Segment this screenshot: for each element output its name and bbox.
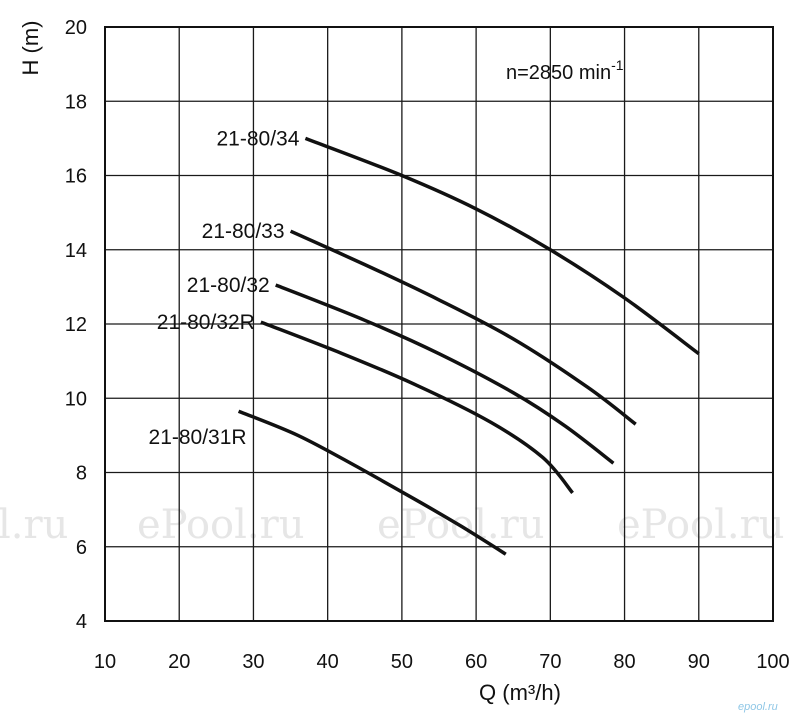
watermark: l.ru xyxy=(0,502,68,548)
series-label: 21-80/32 xyxy=(187,274,270,297)
watermark: ePool.ru xyxy=(617,502,785,548)
x-tick-label: 20 xyxy=(168,651,190,673)
x-tick-label: 10 xyxy=(94,651,116,673)
x-tick-label: 90 xyxy=(688,651,710,673)
series-label: 21-80/34 xyxy=(216,127,299,150)
x-tick-label: 30 xyxy=(242,651,264,673)
x-tick-label: 60 xyxy=(465,651,487,673)
y-tick-label: 4 xyxy=(76,611,87,633)
series-line-0 xyxy=(304,136,700,356)
y-axis-title: H (m) xyxy=(18,21,43,76)
y-tick-label: 8 xyxy=(76,463,87,485)
x-tick-label: 40 xyxy=(317,651,339,673)
series-line-1 xyxy=(289,229,637,426)
series-label: 21-80/31R xyxy=(149,426,247,449)
plot-frame xyxy=(104,26,774,622)
watermark: ePool.ru xyxy=(137,502,305,548)
x-axis-title: Q (m³/h) xyxy=(479,680,561,705)
series-line-2 xyxy=(275,283,615,465)
x-tick-label: 80 xyxy=(613,651,635,673)
x-tick-label: 100 xyxy=(756,651,789,673)
series-line-4 xyxy=(237,409,507,556)
series-labels: 21-80/34 21-80/33 21-80/32 21-80/32R 21-80/3… xyxy=(149,127,300,449)
watermark-layer: l.ru ePool.ru ePool.ru ePool.ru xyxy=(0,502,785,548)
y-tick-label: 6 xyxy=(76,537,87,559)
series-line-3 xyxy=(260,320,574,495)
y-tick-label: 12 xyxy=(65,314,87,336)
x-tick-label: 70 xyxy=(539,651,561,673)
logo: epool.ru xyxy=(738,701,778,713)
speed-annotation-exponent: -1 xyxy=(611,57,624,73)
speed-annotation-main: n=2850 min xyxy=(506,62,611,84)
speed-annotation: n=2850 min-1 xyxy=(506,57,624,84)
y-tick-label: 16 xyxy=(65,166,87,188)
y-tick-label: 14 xyxy=(65,240,87,262)
series xyxy=(237,136,700,556)
y-axis-ticks: 4 6 8 10 12 14 16 18 20 xyxy=(65,17,87,633)
x-axis-ticks: 10 20 30 40 50 60 70 80 90 100 xyxy=(94,651,790,673)
x-tick-label: 50 xyxy=(391,651,413,673)
y-tick-label: 10 xyxy=(65,388,87,410)
y-tick-label: 20 xyxy=(65,17,87,39)
y-tick-label: 18 xyxy=(65,91,87,113)
series-label: 21-80/33 xyxy=(202,220,285,243)
series-label: 21-80/32R xyxy=(157,311,255,334)
